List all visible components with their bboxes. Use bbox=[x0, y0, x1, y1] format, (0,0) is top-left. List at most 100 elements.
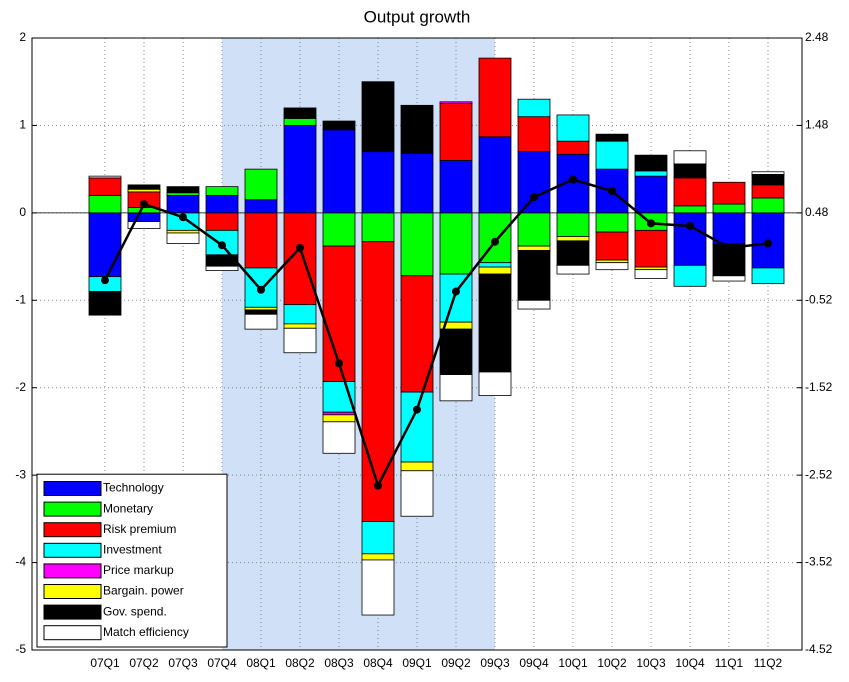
line-marker bbox=[491, 237, 499, 246]
bar-segment bbox=[361, 151, 395, 214]
bar-segment bbox=[361, 559, 395, 616]
bar-segment bbox=[244, 168, 278, 201]
bar-segment bbox=[361, 553, 395, 561]
bar-segment bbox=[127, 184, 161, 190]
legend-label: Risk premium bbox=[103, 522, 176, 536]
bar-segment bbox=[556, 264, 590, 275]
bar-segment bbox=[205, 265, 239, 271]
y2-tick-label: -4.52 bbox=[805, 642, 833, 656]
bar-segment bbox=[283, 327, 317, 354]
bar-segment bbox=[400, 461, 434, 472]
y-tick-label: 1 bbox=[19, 118, 26, 132]
bar-segment bbox=[244, 309, 278, 315]
bar-segment bbox=[673, 163, 707, 179]
bar-segment bbox=[634, 154, 668, 172]
x-tick-label: 10Q1 bbox=[558, 656, 588, 670]
bar-segment bbox=[673, 150, 707, 165]
x-tick-label: 10Q3 bbox=[636, 656, 666, 670]
bar-segment bbox=[166, 186, 200, 194]
line-marker bbox=[647, 219, 655, 228]
bar-segment bbox=[556, 140, 590, 155]
bar-segment bbox=[517, 245, 551, 251]
bar-segment bbox=[283, 323, 317, 329]
line-marker bbox=[374, 481, 382, 490]
bar-segment bbox=[400, 212, 434, 277]
legend-swatch bbox=[43, 501, 102, 517]
y2-tick-label: -2.52 bbox=[805, 467, 833, 481]
line-marker bbox=[725, 243, 733, 252]
bar-segment bbox=[88, 177, 122, 196]
bar-segment bbox=[244, 313, 278, 330]
bar-segment bbox=[517, 116, 551, 153]
bar-segment bbox=[478, 57, 512, 138]
x-tick-label: 11Q1 bbox=[715, 656, 744, 670]
y2-tick-label: 0.48 bbox=[805, 205, 829, 219]
x-tick-label: 08Q4 bbox=[363, 656, 393, 670]
bar-segment bbox=[556, 236, 590, 242]
bar-segment bbox=[634, 269, 668, 279]
bar-segment bbox=[244, 199, 278, 214]
y2-tick-label: -3.52 bbox=[805, 555, 833, 569]
legend-label: Gov. spend. bbox=[103, 604, 167, 618]
line bbox=[103, 178, 769, 489]
bar-segment bbox=[673, 205, 707, 214]
bar-segment bbox=[322, 212, 356, 247]
bar-segment bbox=[400, 470, 434, 517]
bar-segment bbox=[595, 140, 629, 170]
bar-segment bbox=[166, 194, 200, 214]
legend-label: Bargain. power bbox=[103, 584, 184, 598]
bar-segment bbox=[439, 374, 473, 402]
x-tick-label: 08Q3 bbox=[324, 656, 354, 670]
bar-segment bbox=[88, 291, 122, 316]
x-tick-label: 10Q4 bbox=[675, 656, 705, 670]
legend-box bbox=[36, 473, 228, 648]
legend-swatch bbox=[43, 584, 102, 599]
bar-segment bbox=[439, 159, 473, 214]
line-marker bbox=[569, 175, 577, 184]
x-tick-label: 11Q2 bbox=[754, 656, 783, 670]
x-tick-label: 07Q2 bbox=[129, 656, 159, 670]
bar-segment bbox=[439, 103, 473, 161]
bar-segment bbox=[322, 129, 356, 214]
bar-segment bbox=[322, 120, 356, 131]
bar-segment bbox=[322, 414, 356, 423]
y-tick-label: -3 bbox=[15, 467, 26, 481]
line-marker bbox=[452, 287, 460, 296]
legend-swatch bbox=[43, 542, 102, 558]
y-tick-label: -1 bbox=[15, 292, 26, 306]
bar-segment bbox=[283, 125, 317, 214]
bar-segment bbox=[205, 186, 239, 196]
bar-segment bbox=[751, 184, 785, 199]
bar-segment bbox=[439, 212, 473, 275]
bar-segment bbox=[751, 267, 785, 285]
line-marker bbox=[608, 187, 616, 195]
bar-segment bbox=[478, 136, 512, 214]
legend-label: Investment bbox=[103, 542, 162, 556]
bar-segment bbox=[556, 240, 590, 266]
y-tick-label: -4 bbox=[15, 555, 26, 569]
line-marker bbox=[764, 239, 772, 248]
bar-segment bbox=[712, 212, 746, 244]
legend-label: Technology bbox=[103, 481, 164, 495]
legend-label: Price markup bbox=[103, 563, 174, 577]
bar-segment bbox=[400, 391, 434, 463]
bar-segment bbox=[751, 197, 785, 214]
bar-segment bbox=[556, 114, 590, 142]
bar-segment bbox=[634, 229, 668, 268]
y2-tick-label: -0.52 bbox=[805, 292, 833, 306]
bar-segment bbox=[244, 212, 278, 269]
bar-segment bbox=[517, 151, 551, 214]
bar-segment bbox=[88, 212, 122, 278]
line-marker bbox=[140, 200, 148, 209]
bar-segment bbox=[88, 194, 122, 214]
line-marker bbox=[413, 405, 421, 414]
x-tick-label: 09Q2 bbox=[441, 656, 471, 670]
bar-segment bbox=[478, 262, 512, 268]
bar-segment bbox=[166, 232, 200, 244]
bar-segment bbox=[595, 133, 629, 142]
bar-segment bbox=[673, 264, 707, 287]
bar-segment bbox=[478, 371, 512, 396]
bar-segment bbox=[673, 212, 707, 266]
